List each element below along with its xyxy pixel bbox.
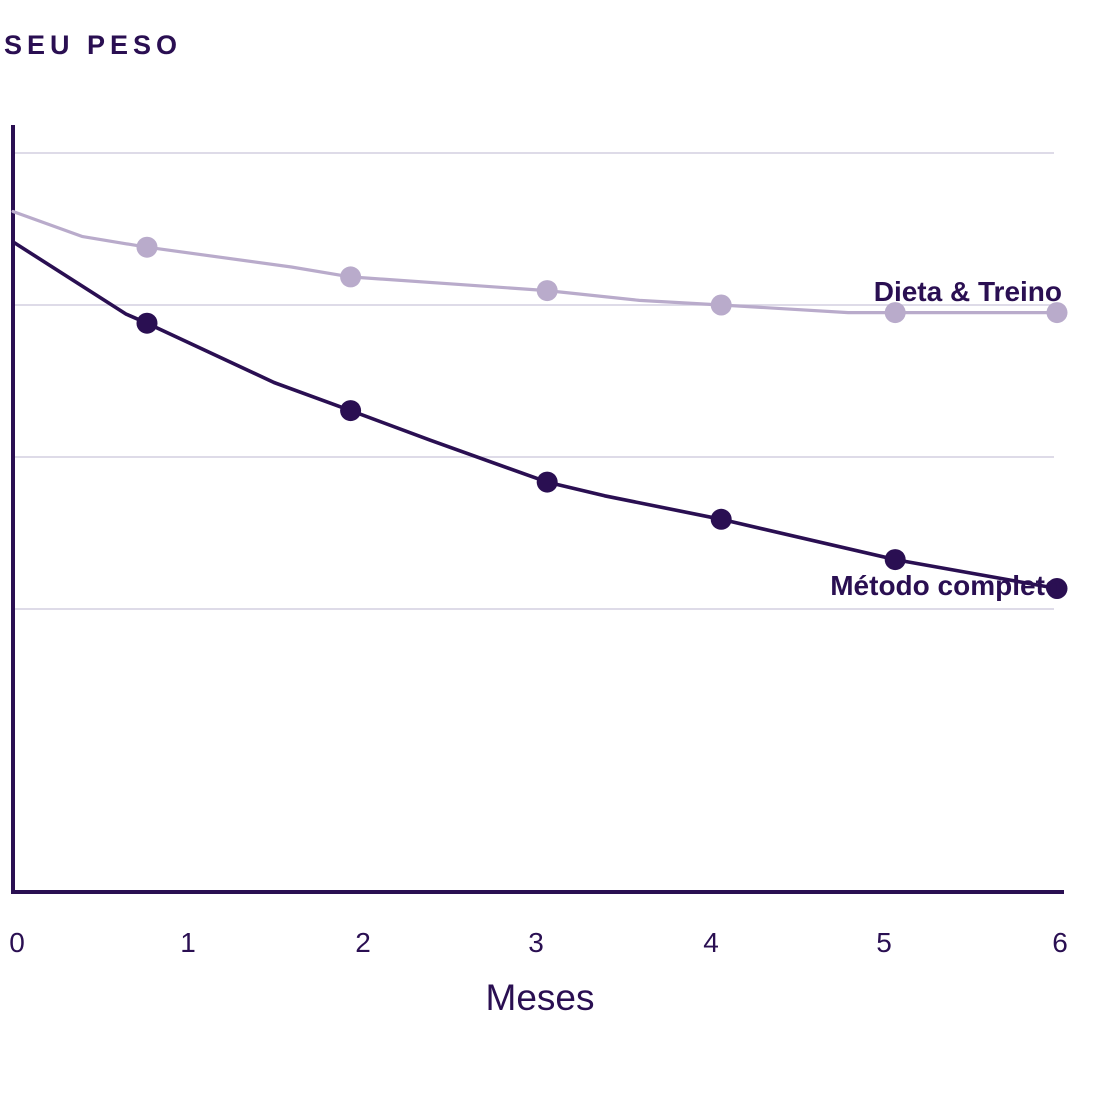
point-metodo-completo-0 (136, 312, 158, 334)
x-tick-4: 4 (703, 927, 719, 958)
x-tick-6: 6 (1052, 927, 1068, 958)
point-dieta-treino-2 (536, 280, 558, 302)
grid-lines (13, 152, 1054, 610)
chart-title: SEU PESO (4, 30, 182, 60)
series-metodo-completo (11, 240, 1068, 599)
point-metodo-completo-5 (1046, 578, 1068, 599)
point-metodo-completo-1 (340, 400, 362, 422)
point-metodo-completo-4 (884, 549, 906, 571)
x-tick-labels: 0 1 2 3 4 5 6 (9, 927, 1068, 958)
x-tick-5: 5 (876, 927, 892, 958)
point-metodo-completo-3 (710, 508, 732, 530)
x-tick-0: 0 (9, 927, 25, 958)
point-dieta-treino-4 (884, 302, 906, 324)
point-dieta-treino-3 (710, 294, 732, 316)
series-dieta-treino (11, 209, 1068, 324)
series-layer (11, 209, 1068, 599)
x-tick-1: 1 (180, 927, 196, 958)
series-label-dieta-treino: Dieta & Treino (874, 276, 1062, 307)
x-tick-2: 2 (355, 927, 371, 958)
point-dieta-treino-1 (340, 266, 362, 288)
point-dieta-treino-0 (136, 236, 158, 258)
x-tick-3: 3 (528, 927, 544, 958)
point-metodo-completo-2 (536, 471, 558, 493)
series-label-metodo-completo: Método completo (830, 570, 1062, 601)
x-axis-label: Meses (486, 977, 595, 1018)
point-dieta-treino-5 (1046, 302, 1068, 324)
